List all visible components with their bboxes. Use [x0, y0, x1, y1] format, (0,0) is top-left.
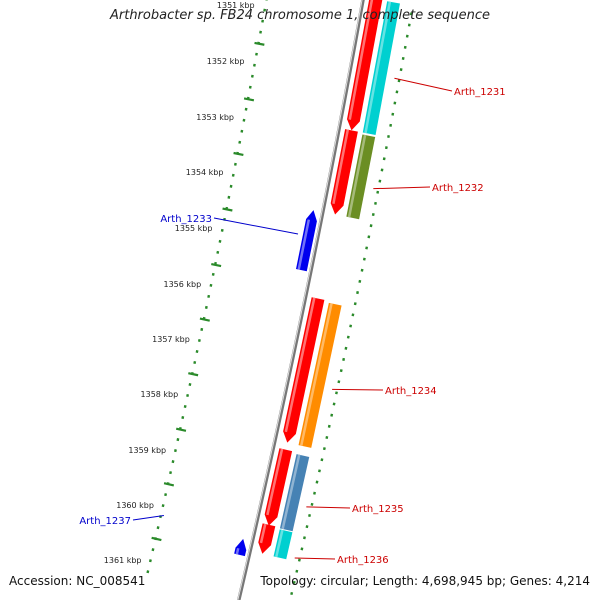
gene-label: Arth_1236 — [337, 555, 389, 566]
minor-tick — [151, 548, 155, 552]
forward-cds-arrow — [347, 0, 383, 131]
minor-tick — [193, 360, 197, 365]
scale-label: 1361 kbp — [104, 556, 142, 565]
forward-cds-arrow-highlight — [348, 0, 374, 120]
forward-cds-arrow-highlight — [266, 448, 284, 516]
map-title: Arthrobacter sp. FB24 chromosome 1, comp… — [109, 8, 491, 23]
accession-text: Accession: NC_008541 — [9, 574, 146, 588]
forward-cds-arrow — [283, 297, 325, 443]
minor-tick — [188, 382, 192, 387]
major-tick — [211, 262, 222, 268]
gene-label-leader — [332, 388, 384, 391]
minor-tick — [148, 559, 152, 563]
minor-tick — [290, 591, 294, 596]
minor-tick — [297, 558, 301, 562]
cog-category-bar-highlight — [347, 134, 367, 218]
minor-tick — [292, 580, 296, 584]
cog-category-bar-highlight — [275, 529, 284, 558]
scale-label: 1357 kbp — [152, 335, 190, 344]
gene-label-leader — [373, 186, 431, 190]
gene-label-leader — [213, 217, 299, 235]
minor-tick — [320, 458, 324, 462]
minor-tick — [332, 402, 336, 406]
major-tick — [163, 482, 175, 487]
gene-label: Arth_1234 — [385, 386, 437, 397]
cog-category-bar-highlight — [299, 303, 333, 447]
minor-tick — [295, 569, 299, 573]
forward-cds-arrow — [264, 448, 293, 526]
scale-label: 1356 kbp — [163, 280, 201, 289]
gene-label-leader — [132, 515, 164, 521]
gene-label: Arth_1231 — [454, 87, 506, 98]
gene-label-leader — [306, 506, 351, 509]
gene-label-leader — [294, 557, 336, 560]
minor-tick — [171, 460, 175, 464]
major-tick — [151, 536, 162, 542]
minor-tick — [322, 447, 326, 451]
gene-label: Arth_1232 — [432, 183, 484, 194]
backbone-highlight — [237, 0, 363, 600]
major-tick — [243, 97, 255, 102]
forward-cds-arrow-highlight — [259, 523, 267, 544]
minor-tick — [305, 525, 309, 529]
backbone-line — [237, 0, 365, 600]
minor-tick — [313, 491, 316, 495]
scale-label: 1354 kbp — [186, 168, 224, 177]
minor-tick — [176, 438, 180, 442]
major-tick — [233, 151, 244, 157]
topology-summary: Topology: circular; Length: 4,698,945 bp… — [260, 574, 590, 588]
gene-label: Arth_1235 — [352, 504, 404, 515]
minor-tick — [146, 570, 150, 574]
forward-cds-arrow — [330, 129, 358, 215]
scale-label: 1358 kbp — [141, 390, 179, 399]
forward-cds-arrow-highlight — [332, 129, 350, 204]
gene-label: Arth_1237 — [79, 516, 131, 527]
minor-tick — [169, 471, 172, 475]
reverse-cds-arrow-highlight — [235, 547, 240, 555]
minor-tick — [318, 469, 321, 473]
minor-tick — [156, 526, 160, 530]
minor-tick — [164, 493, 168, 497]
minor-tick — [310, 502, 314, 506]
tick-marks — [146, 0, 413, 596]
minor-tick — [186, 393, 190, 398]
scale-label: 1355 kbp — [175, 224, 213, 233]
minor-tick — [335, 391, 338, 395]
major-tick — [188, 372, 199, 377]
gene-label-leader — [394, 77, 453, 92]
major-tick — [254, 41, 265, 46]
major-tick — [199, 317, 210, 322]
minor-tick — [337, 380, 341, 384]
scale-label: 1352 kbp — [207, 57, 245, 66]
minor-tick — [174, 449, 177, 453]
minor-tick — [161, 504, 165, 508]
reverse-cds-arrow-highlight — [297, 219, 311, 270]
scale-label: 1351 kbp — [217, 1, 255, 10]
scale-label: 1353 kbp — [196, 113, 234, 122]
scale-label: 1360 kbp — [116, 501, 154, 510]
major-tick — [175, 427, 187, 432]
gene-label: Arth_1233 — [160, 214, 212, 225]
forward-cds-arrow-highlight — [284, 297, 316, 433]
major-tick — [222, 207, 233, 212]
minor-tick — [183, 405, 187, 409]
minor-tick — [308, 513, 311, 518]
scale-label: 1359 kbp — [128, 446, 166, 455]
minor-tick — [303, 536, 306, 540]
minor-tick — [327, 424, 331, 428]
minor-tick — [330, 413, 334, 417]
minor-tick — [195, 349, 199, 353]
minor-tick — [315, 480, 319, 484]
minor-tick — [325, 435, 329, 439]
minor-tick — [181, 416, 185, 420]
minor-tick — [300, 547, 304, 551]
cog-category-bar-highlight — [281, 454, 301, 530]
cog-category-bar-highlight — [364, 1, 392, 134]
